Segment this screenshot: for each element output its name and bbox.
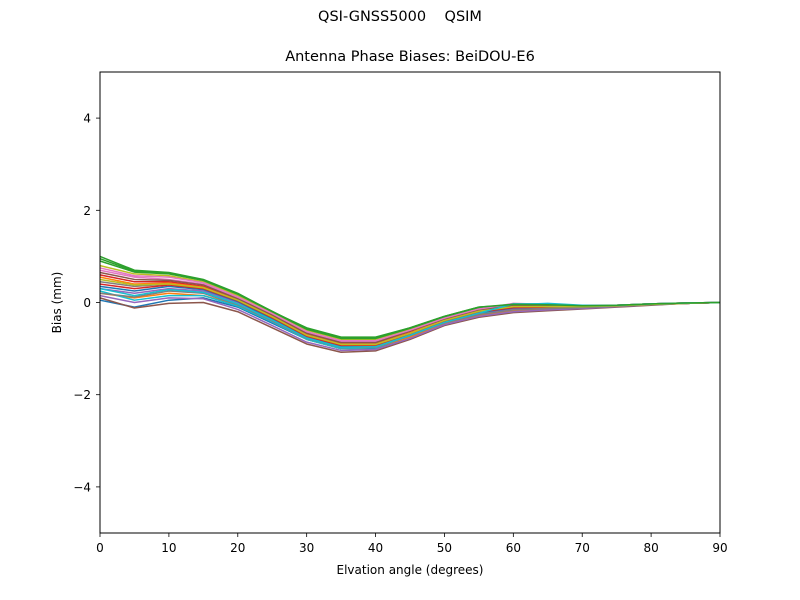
x-tick-label: 80: [643, 541, 658, 555]
series-line-2: [99, 292, 721, 350]
series-line-21: [99, 257, 721, 339]
x-tick-label: 10: [161, 541, 176, 555]
x-axis: 0 10 20 30 40 50 60 70 80 90: [96, 533, 728, 555]
chart-title: Antenna Phase Biases: BeiDOU-E6: [285, 49, 535, 65]
y-tick-label: 0: [83, 296, 91, 310]
figure-suptitle: QSI-GNSS5000 QSIM: [318, 9, 482, 25]
y-tick-label: 4: [83, 112, 91, 126]
x-tick-label: 0: [96, 541, 104, 555]
y-tick-label: 2: [83, 204, 91, 218]
x-tick-label: 70: [575, 541, 590, 555]
series-line-13: [99, 260, 721, 340]
x-tick-label: 60: [506, 541, 521, 555]
x-tick-label: 40: [368, 541, 383, 555]
x-tick-label: 90: [712, 541, 727, 555]
y-tick-label: −2: [73, 388, 91, 402]
x-tick-label: 30: [299, 541, 314, 555]
series-line-15: [99, 294, 721, 352]
x-tick-label: 20: [230, 541, 245, 555]
series-line-3: [99, 255, 721, 338]
series-layer: [99, 255, 721, 354]
y-axis-label: Bias (mm): [50, 272, 64, 334]
y-tick-label: −4: [73, 480, 91, 494]
x-axis-label: Elvation angle (degrees): [337, 563, 484, 577]
y-axis: −4 −2 0 2 4: [73, 112, 100, 494]
x-tick-label: 50: [437, 541, 452, 555]
